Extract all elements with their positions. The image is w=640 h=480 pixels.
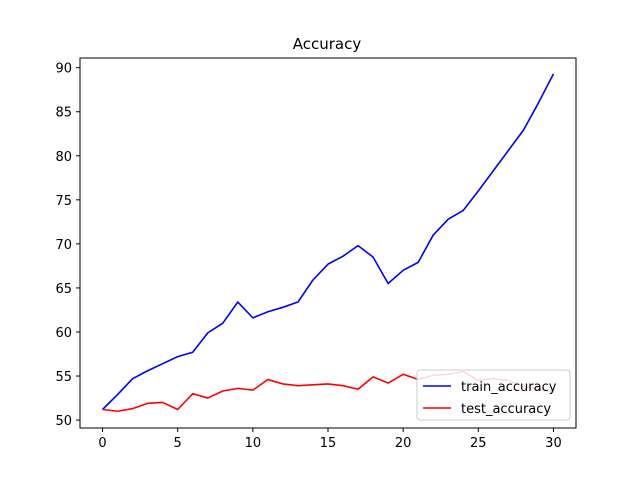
x-tick-label: 10	[245, 436, 262, 451]
y-tick-label: 70	[55, 238, 72, 253]
y-tick-label: 90	[55, 62, 72, 77]
y-tick-label: 55	[55, 370, 72, 385]
y-tick-label: 85	[55, 106, 72, 121]
x-axis: 0 5 10 15 20 25 30	[98, 428, 562, 451]
legend-label: train_accuracy	[461, 380, 557, 395]
y-tick-label: 65	[55, 282, 72, 297]
x-tick-label: 30	[545, 436, 562, 451]
series-lines	[101, 73, 555, 413]
x-tick-label: 5	[174, 436, 182, 451]
x-tick-label: 0	[98, 436, 106, 451]
y-axis: 50 55 60 65 70 75 80 85 90	[55, 62, 80, 429]
chart-title: Accuracy	[293, 35, 362, 53]
legend: train_accuracy test_accuracy	[416, 369, 571, 421]
legend-box	[416, 369, 571, 421]
x-tick-label: 25	[470, 436, 487, 451]
y-tick-label: 80	[55, 150, 72, 165]
y-tick-label: 50	[55, 414, 72, 429]
x-tick-label: 15	[320, 436, 337, 451]
series-line-train-accuracy	[101, 73, 555, 411]
x-tick-label: 20	[395, 436, 412, 451]
y-tick-label: 75	[55, 194, 72, 209]
legend-label: test_accuracy	[461, 402, 551, 417]
y-tick-label: 60	[55, 326, 72, 341]
